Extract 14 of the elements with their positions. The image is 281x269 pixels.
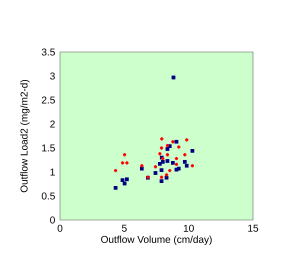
- x-axis-title: Outflow Volume (cm/day): [101, 236, 212, 245]
- y-tick-label: 0: [50, 216, 55, 224]
- y-tick-label: 3: [50, 72, 55, 80]
- x-tick-label: 0: [58, 224, 62, 232]
- y-tick-label: 2: [50, 120, 55, 128]
- y-tick-label: 2.5: [42, 96, 55, 104]
- y-tick-label: 1.5: [42, 144, 55, 152]
- y-tick-label: 3.5: [42, 48, 55, 56]
- y-tick-label: 0.5: [42, 192, 55, 200]
- x-tick-label: 5: [122, 224, 127, 232]
- x-tick-label: 15: [248, 224, 258, 232]
- x-tick-label: 10: [184, 224, 194, 232]
- y-tick-label: 1: [50, 168, 55, 176]
- y-axis-title: Outflow Load2 (mg/m2-d): [20, 80, 30, 192]
